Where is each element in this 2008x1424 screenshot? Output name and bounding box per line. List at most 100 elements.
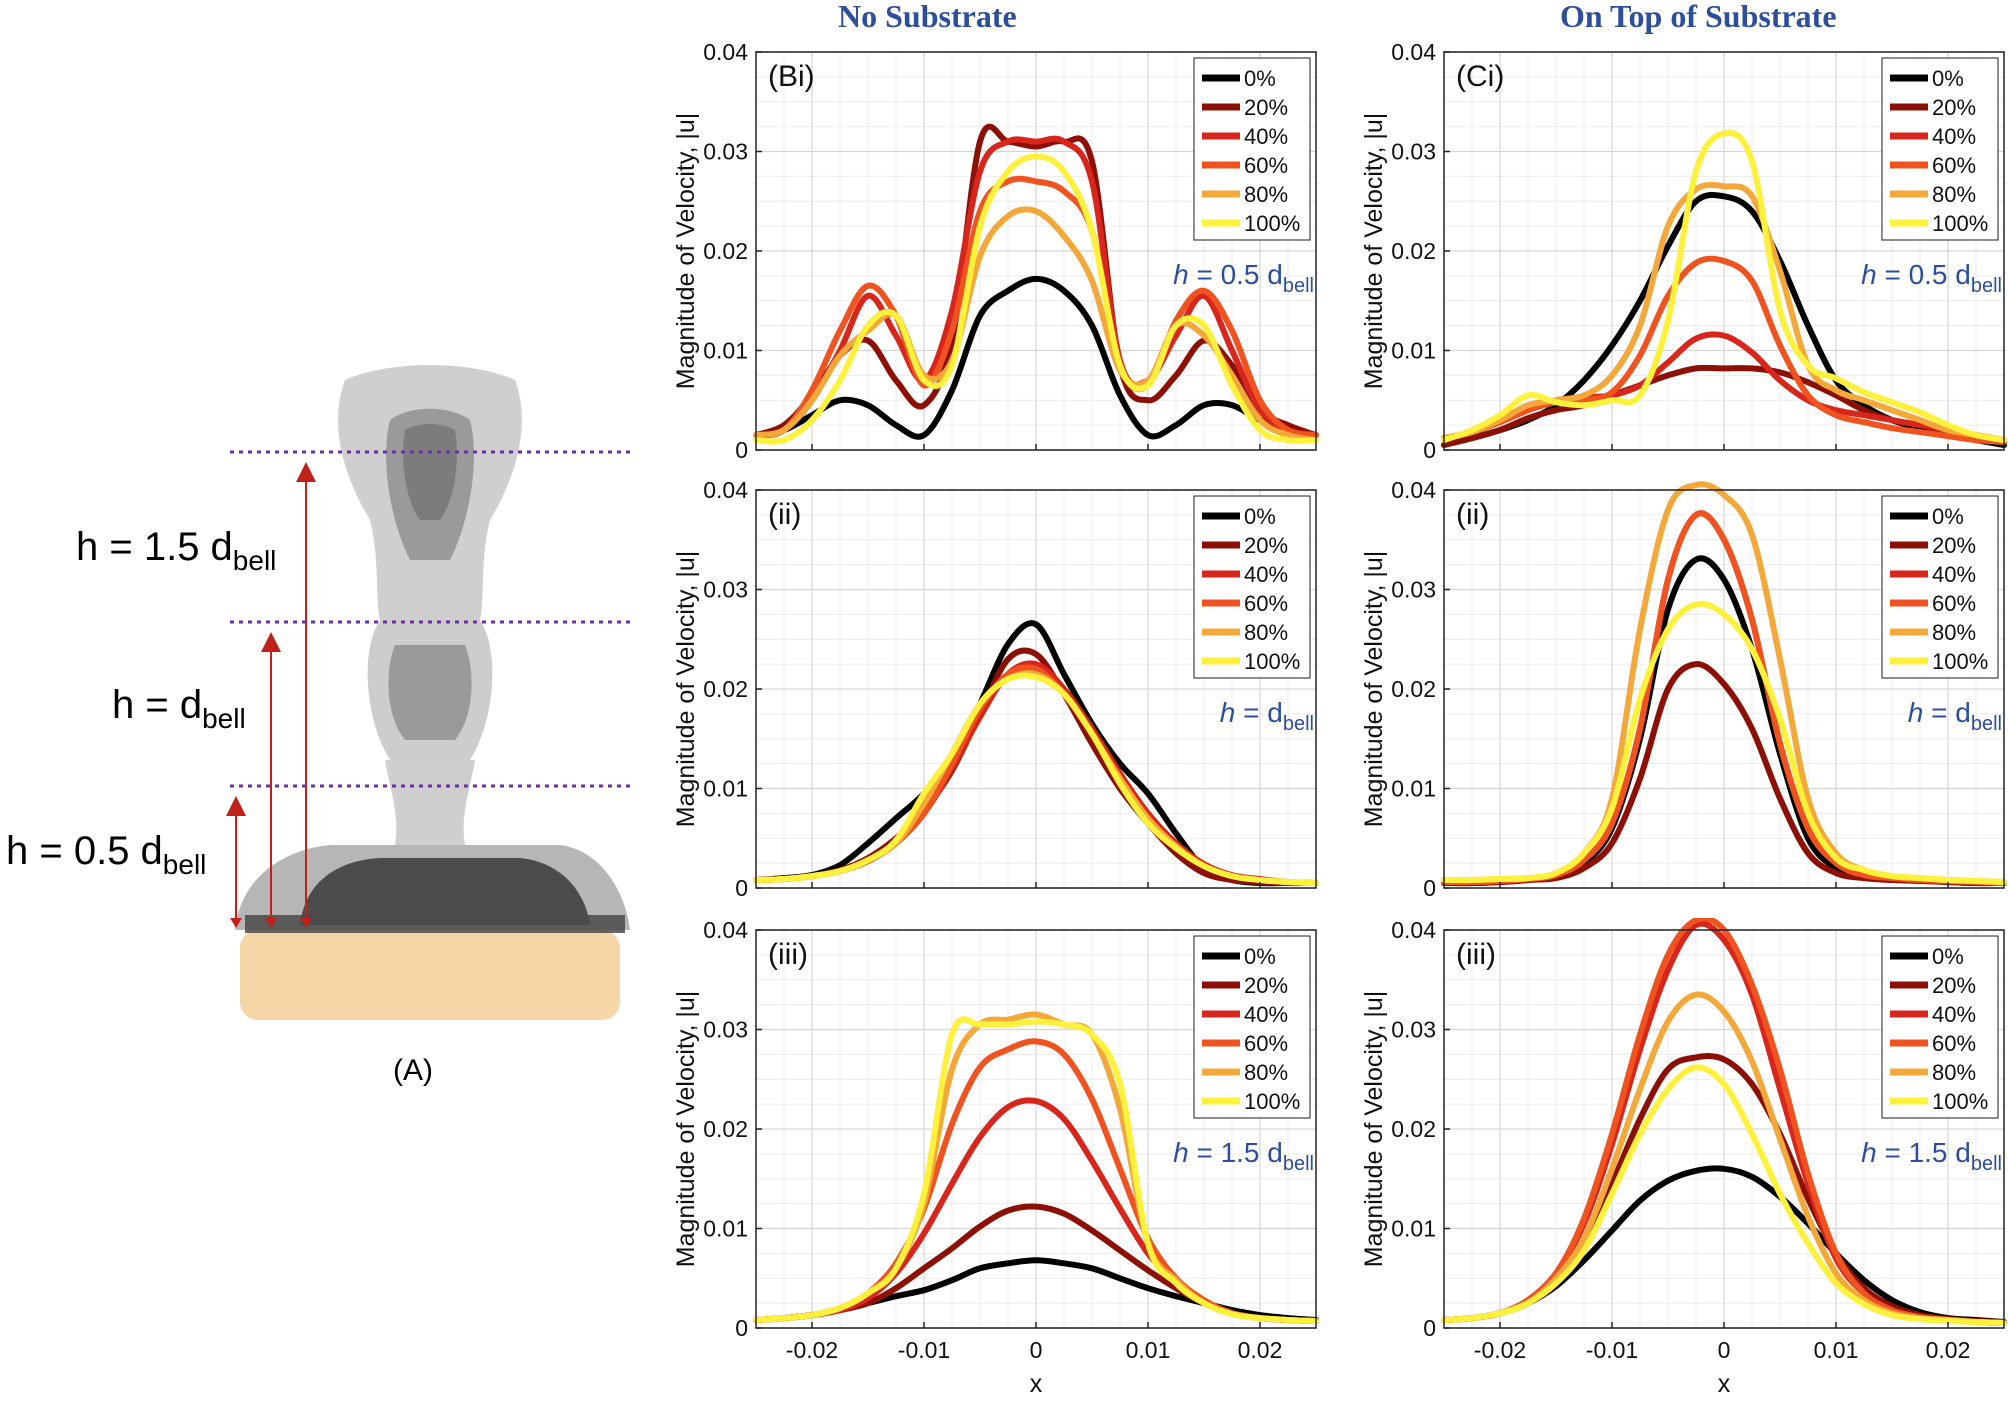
legend-label: 80% [1932,1060,1976,1085]
legend-label: 80% [1244,620,1288,645]
plume-top-core [403,424,457,520]
y-tick-label: 0 [735,437,748,463]
legend-label: 20% [1932,533,1976,558]
legend-label: 80% [1932,620,1976,645]
y-axis-label: Magnitude of Velocity, |u| [672,113,700,390]
y-tick-label: 0.04 [703,918,748,943]
chart-panel-bi: 0 0.01 0.02 0.03 0.04 Magnitude of Velocity, … [672,40,1319,463]
bell-base-band [245,915,625,933]
legend-label: 0% [1244,944,1276,969]
x-tick-label: 0.01 [1126,1337,1171,1363]
legend-box [1193,57,1311,241]
height-annotation: h = 0.5 dbell [1861,259,2002,297]
label-h-1-0: h = dbell [112,683,246,734]
legend-label: 100% [1932,211,1988,236]
plume-middle-inner [388,645,472,740]
legend-label: 60% [1932,591,1976,616]
legend-label: 20% [1932,973,1976,998]
legend-box [1193,935,1311,1119]
legend-box [1193,495,1311,679]
x-axis-label: x [1030,1370,1043,1398]
series-line-0pct [753,275,1319,440]
x-tick-label: 0 [1030,1337,1043,1363]
chart-panel-biii: 0 0.01 0.02 0.03 0.04 -0.02 -0.01 0 0.01 0.02 x Mag… [672,918,1319,1398]
y-axis-label: Magnitude of Velocity, |u| [1360,551,1388,828]
x-tick-label: -0.02 [786,1337,838,1363]
legend-label: 20% [1244,533,1288,558]
series-line-100pct [753,153,1319,445]
height-annotation: h = dbell [1220,697,1314,735]
legend-label: 40% [1932,1002,1976,1027]
legend-label: 20% [1244,973,1288,998]
y-tick-label: 0 [1423,875,1436,901]
x-tick-label: -0.01 [1586,1337,1638,1363]
chart-panel-bii: 0 0.01 0.02 0.03 0.04 Magnitude of Velocity, … [672,478,1319,901]
chart-panel-cii: 0 0.01 0.02 0.03 0.04 Magnitude of Velocity, … [1360,478,2007,901]
bell-inner-dark [300,858,590,925]
legend-box [1881,935,1999,1119]
y-tick-label: 0 [1423,437,1436,463]
series-line-100pct [1441,130,2007,444]
legend-label: 100% [1932,1089,1988,1114]
y-tick-label: 0 [735,1315,748,1341]
x-tick-label: 0 [1718,1337,1731,1363]
panel-label: (Ci) [1456,60,1504,93]
y-tick-label: 0.02 [703,238,748,264]
y-tick-label: 0.04 [703,40,748,65]
legend-label: 20% [1932,95,1976,120]
y-axis-label: Magnitude of Velocity, |u| [672,991,700,1268]
panel-label: (Bi) [768,60,815,93]
legend-label: 60% [1244,1031,1288,1056]
plume-neck [385,760,475,845]
y-axis-label: Magnitude of Velocity, |u| [1360,991,1388,1268]
legend-label: 60% [1932,153,1976,178]
legend-label: 100% [1244,649,1300,674]
legend-label: 60% [1244,153,1288,178]
series-line-100pct [753,1016,1319,1324]
x-tick-label: 0.02 [1238,1337,1283,1363]
y-tick-label: 0.01 [703,776,748,802]
legend-label: 100% [1244,211,1300,236]
legend-label: 0% [1244,66,1276,91]
legend-label: 40% [1932,124,1976,149]
y-tick-label: 0.04 [1391,478,1436,503]
legend-label: 40% [1244,562,1288,587]
legend-label: 40% [1244,1002,1288,1027]
y-axis-label: Magnitude of Velocity, |u| [672,551,700,828]
legend-box [1881,495,1999,679]
height-annotation: h = 0.5 dbell [1173,259,1314,297]
y-tick-label: 0.03 [703,139,748,165]
panel-label: (ii) [768,498,801,531]
legend-label: 60% [1244,591,1288,616]
legend-label: 100% [1932,649,1988,674]
series-line-100pct [753,672,1319,886]
panel-label: (iii) [768,938,808,971]
x-tick-label: -0.01 [898,1337,950,1363]
panel-label: (ii) [1456,498,1489,531]
series-line-100pct [1441,1064,2007,1326]
x-axis-label: x [1718,1370,1731,1398]
height-annotation: h = 1.5 dbell [1173,1137,1314,1175]
legend-label: 80% [1932,182,1976,207]
legend-label: 100% [1244,1089,1300,1114]
legend-label: 0% [1932,66,1964,91]
panel-a-schematic: h = 1.5 dbell h = dbell h = 0.5 dbell (A… [6,365,630,1087]
legend-box [1881,57,1999,241]
legend-label: 0% [1244,504,1276,529]
column-title-on-substrate: On Top of Substrate [1560,0,1837,34]
height-annotation: h = dbell [1908,697,2002,735]
series-line-100pct [1441,600,2007,885]
y-tick-label: 0.01 [1391,1216,1436,1242]
y-tick-label: 0.01 [703,1216,748,1242]
height-annotation: h = 1.5 dbell [1861,1137,2002,1175]
column-title-no-substrate: No Substrate [838,0,1017,34]
chart-panel-ciii: 0 0.01 0.02 0.03 0.04 -0.02 -0.01 0 0.01 0.02 x Mag… [1360,918,2007,1398]
label-h-0-5: h = 0.5 dbell [6,829,206,880]
legend-label: 20% [1244,95,1288,120]
x-tick-label: -0.02 [1474,1337,1526,1363]
legend-label: 40% [1932,562,1976,587]
y-tick-label: 0.03 [1391,577,1436,603]
legend-label: 0% [1932,944,1964,969]
y-tick-label: 0.03 [703,1017,748,1043]
series-line-60pct [1441,255,2007,445]
